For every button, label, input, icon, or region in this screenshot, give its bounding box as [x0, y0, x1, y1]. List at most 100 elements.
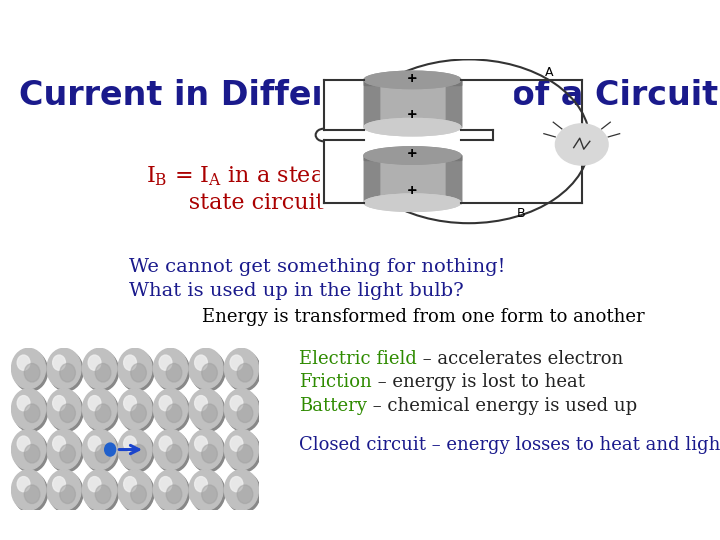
Bar [364, 156, 461, 160]
Ellipse shape [364, 118, 461, 136]
Circle shape [83, 470, 117, 510]
Circle shape [53, 477, 66, 492]
Circle shape [47, 429, 81, 470]
Circle shape [88, 477, 101, 492]
Circle shape [17, 355, 30, 370]
Circle shape [118, 348, 152, 389]
Text: We cannot get something for nothing!: We cannot get something for nothing! [129, 258, 505, 276]
Circle shape [202, 485, 217, 503]
Text: +: + [407, 184, 418, 197]
Circle shape [84, 431, 119, 472]
Circle shape [159, 355, 172, 370]
Circle shape [83, 389, 117, 429]
Circle shape [156, 472, 189, 512]
Circle shape [12, 348, 45, 389]
Circle shape [60, 404, 76, 422]
Circle shape [153, 429, 187, 470]
Bar [320, 75, 513, 207]
Circle shape [53, 436, 66, 451]
Circle shape [194, 355, 207, 370]
Circle shape [49, 391, 83, 431]
Ellipse shape [364, 147, 461, 164]
Circle shape [159, 396, 172, 411]
Circle shape [120, 431, 154, 472]
Circle shape [95, 404, 111, 422]
Circle shape [118, 389, 152, 429]
Circle shape [47, 348, 81, 389]
Ellipse shape [364, 118, 461, 136]
Circle shape [24, 404, 40, 422]
Circle shape [60, 485, 76, 503]
Text: +: + [407, 147, 418, 160]
Bar [446, 156, 461, 202]
Circle shape [131, 363, 146, 382]
Circle shape [226, 431, 261, 472]
Text: Battery: Battery [300, 397, 367, 415]
Circle shape [83, 429, 117, 470]
Text: +: + [407, 72, 418, 85]
Circle shape [225, 429, 258, 470]
Circle shape [153, 389, 187, 429]
Circle shape [12, 429, 45, 470]
Circle shape [95, 444, 111, 463]
Circle shape [124, 396, 136, 411]
Circle shape [12, 389, 45, 429]
Circle shape [14, 431, 48, 472]
Circle shape [189, 429, 223, 470]
Bar [364, 156, 379, 202]
Circle shape [24, 485, 40, 503]
Circle shape [131, 404, 146, 422]
Circle shape [153, 348, 187, 389]
Circle shape [120, 391, 154, 431]
Circle shape [120, 350, 154, 391]
Text: Electric field: Electric field [300, 349, 417, 368]
Circle shape [191, 391, 225, 431]
Ellipse shape [364, 147, 461, 164]
Circle shape [49, 472, 83, 512]
Circle shape [120, 472, 154, 512]
Circle shape [237, 485, 253, 503]
Circle shape [230, 436, 243, 451]
Circle shape [49, 350, 83, 391]
Circle shape [104, 443, 116, 456]
Circle shape [202, 444, 217, 463]
Text: What is used up in the light bulb?: What is used up in the light bulb? [129, 282, 464, 300]
Circle shape [53, 396, 66, 411]
Circle shape [226, 472, 261, 512]
Circle shape [24, 444, 40, 463]
Circle shape [17, 396, 30, 411]
Text: +: + [407, 108, 418, 121]
Circle shape [60, 444, 76, 463]
Circle shape [225, 470, 258, 510]
Text: Energy is transformed from one form to another: Energy is transformed from one form to a… [202, 308, 644, 326]
Circle shape [226, 350, 261, 391]
Text: – energy is lost to heat: – energy is lost to heat [372, 373, 585, 392]
Circle shape [556, 124, 608, 165]
Text: Current in Different Parts of a Circuit: Current in Different Parts of a Circuit [19, 79, 719, 112]
Circle shape [12, 470, 45, 510]
Text: +: + [407, 184, 418, 197]
Circle shape [194, 477, 207, 492]
Text: $\mathregular{I_B}$ = $\mathregular{I_A}$ in a steady
      state circuit: $\mathregular{I_B}$ = $\mathregular{I_A}… [145, 163, 352, 214]
Circle shape [189, 389, 223, 429]
Bar [364, 156, 461, 202]
Ellipse shape [364, 71, 461, 89]
Circle shape [225, 389, 258, 429]
Bar [446, 80, 461, 127]
Circle shape [225, 348, 258, 389]
Bar [364, 80, 461, 85]
Circle shape [17, 436, 30, 451]
Circle shape [166, 485, 182, 503]
Circle shape [95, 363, 111, 382]
Text: Friction: Friction [300, 373, 372, 392]
Circle shape [124, 355, 136, 370]
Bar [364, 80, 379, 127]
Circle shape [124, 477, 136, 492]
Circle shape [189, 470, 223, 510]
Text: – accelerates electron: – accelerates electron [417, 349, 624, 368]
Circle shape [14, 350, 48, 391]
Circle shape [131, 485, 146, 503]
Circle shape [166, 444, 182, 463]
Circle shape [156, 431, 189, 472]
Bar [364, 80, 461, 127]
